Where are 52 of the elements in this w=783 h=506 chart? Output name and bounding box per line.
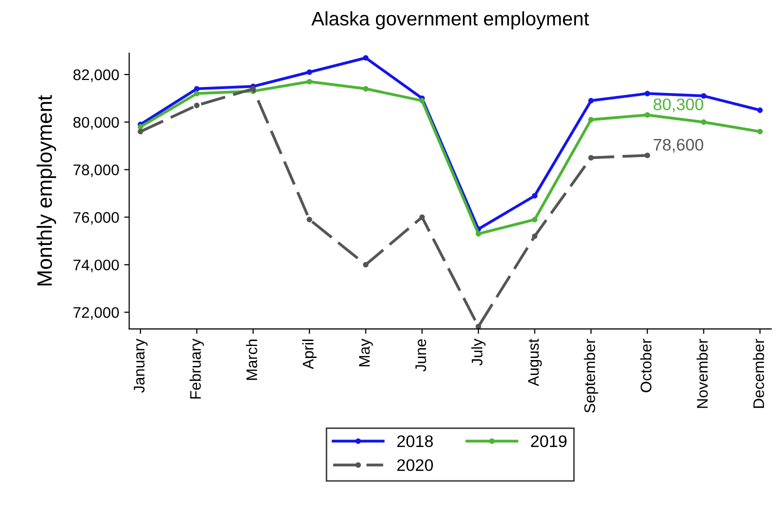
point — [362, 55, 369, 61]
point — [588, 116, 594, 122]
chart-title: Alaska government employment — [311, 11, 589, 30]
point — [194, 90, 200, 96]
point — [194, 102, 200, 108]
point — [532, 233, 538, 239]
point — [588, 98, 594, 104]
point — [138, 124, 144, 130]
legend-label: 2020 — [397, 459, 433, 472]
point — [644, 112, 650, 118]
point — [306, 69, 312, 75]
point — [532, 216, 538, 222]
y-tick-label: 82,000 — [73, 69, 119, 82]
legend-label: 2018 — [397, 435, 433, 448]
point — [306, 216, 312, 222]
point — [419, 214, 425, 220]
x-tick-label: April — [302, 340, 317, 370]
point — [757, 107, 763, 113]
x-tick-label: June — [416, 339, 426, 372]
x-tick-label: November — [696, 338, 708, 408]
x-tick-label: January — [134, 338, 148, 393]
point — [476, 231, 482, 237]
point — [362, 86, 369, 92]
point — [362, 262, 369, 268]
point — [138, 128, 144, 134]
y-tick-label: 80,000 — [73, 116, 119, 130]
point — [194, 86, 200, 92]
x-tick-label: December — [752, 338, 764, 408]
x-tick-label: October — [640, 338, 652, 392]
point — [700, 93, 706, 99]
point — [757, 128, 763, 134]
y-tick-label: 78,000 — [74, 164, 119, 178]
x-tick-label: March — [246, 340, 258, 380]
y-tick-label: 72,000 — [74, 307, 119, 320]
y-tick-label: 74,000 — [74, 260, 119, 272]
point — [700, 119, 706, 125]
x-tick-label: February — [190, 338, 204, 398]
x-tick-label: July — [471, 338, 486, 366]
y-tick-label: 76,000 — [74, 212, 119, 225]
point — [532, 192, 538, 199]
annotation: 80,300 — [654, 98, 704, 112]
legend-label: 2019 — [531, 435, 567, 448]
x-tick-label: May — [359, 338, 373, 366]
point — [588, 154, 594, 161]
y-axis-title: Monthly employment — [36, 95, 56, 286]
x-tick-label: September — [584, 338, 598, 413]
point — [644, 152, 650, 158]
point — [476, 324, 482, 329]
point — [306, 78, 312, 84]
point — [644, 90, 650, 96]
annotation: 78,600 — [654, 138, 704, 153]
x-tick-label: August — [528, 338, 542, 386]
